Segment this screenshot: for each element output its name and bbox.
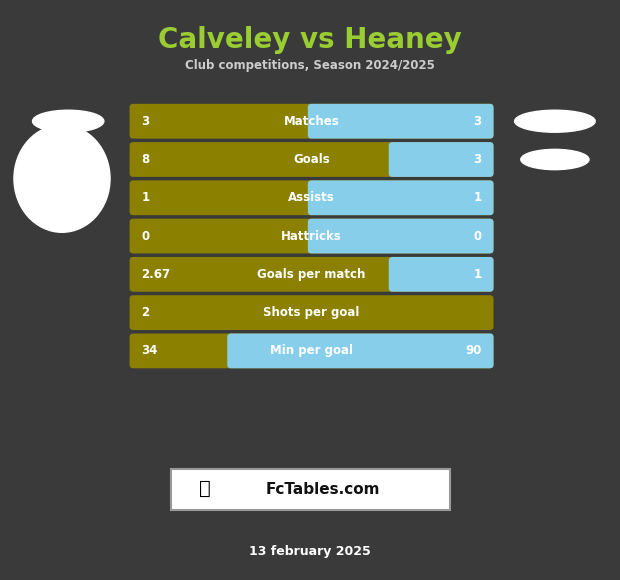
FancyBboxPatch shape [130,295,494,330]
Ellipse shape [515,110,595,132]
Ellipse shape [33,110,104,132]
Text: 3: 3 [474,153,482,166]
FancyBboxPatch shape [130,219,494,253]
Text: Goals per match: Goals per match [257,268,366,281]
Text: Club competitions, Season 2024/2025: Club competitions, Season 2024/2025 [185,59,435,72]
Text: Hattricks: Hattricks [281,230,342,242]
Text: 1: 1 [474,191,482,204]
Text: 2: 2 [141,306,149,319]
FancyBboxPatch shape [389,142,494,177]
Text: Assists: Assists [288,191,335,204]
FancyBboxPatch shape [130,104,494,139]
Text: 📊: 📊 [199,479,210,498]
Text: 1: 1 [141,191,149,204]
Text: FcTables.com: FcTables.com [265,482,379,497]
FancyBboxPatch shape [130,257,494,292]
Text: Shots per goal: Shots per goal [264,306,360,319]
FancyBboxPatch shape [228,334,494,368]
Text: 13 february 2025: 13 february 2025 [249,545,371,558]
Text: 8: 8 [141,153,149,166]
FancyBboxPatch shape [308,180,494,215]
Text: 2.67: 2.67 [141,268,171,281]
Ellipse shape [521,150,589,170]
FancyBboxPatch shape [130,180,494,215]
FancyBboxPatch shape [130,142,494,177]
Text: 1: 1 [474,268,482,281]
FancyBboxPatch shape [308,104,494,139]
Text: 90: 90 [466,345,482,357]
Text: 34: 34 [141,345,157,357]
Text: Calveley vs Heaney: Calveley vs Heaney [158,26,462,54]
Text: 3: 3 [141,115,149,128]
Text: 3: 3 [474,115,482,128]
FancyBboxPatch shape [130,334,494,368]
Text: 0: 0 [474,230,482,242]
Text: 0: 0 [141,230,149,242]
FancyBboxPatch shape [308,219,494,253]
Text: Goals: Goals [293,153,330,166]
Ellipse shape [14,125,110,233]
Text: Min per goal: Min per goal [270,345,353,357]
FancyBboxPatch shape [170,469,450,510]
FancyBboxPatch shape [389,257,494,292]
Text: Matches: Matches [284,115,339,128]
